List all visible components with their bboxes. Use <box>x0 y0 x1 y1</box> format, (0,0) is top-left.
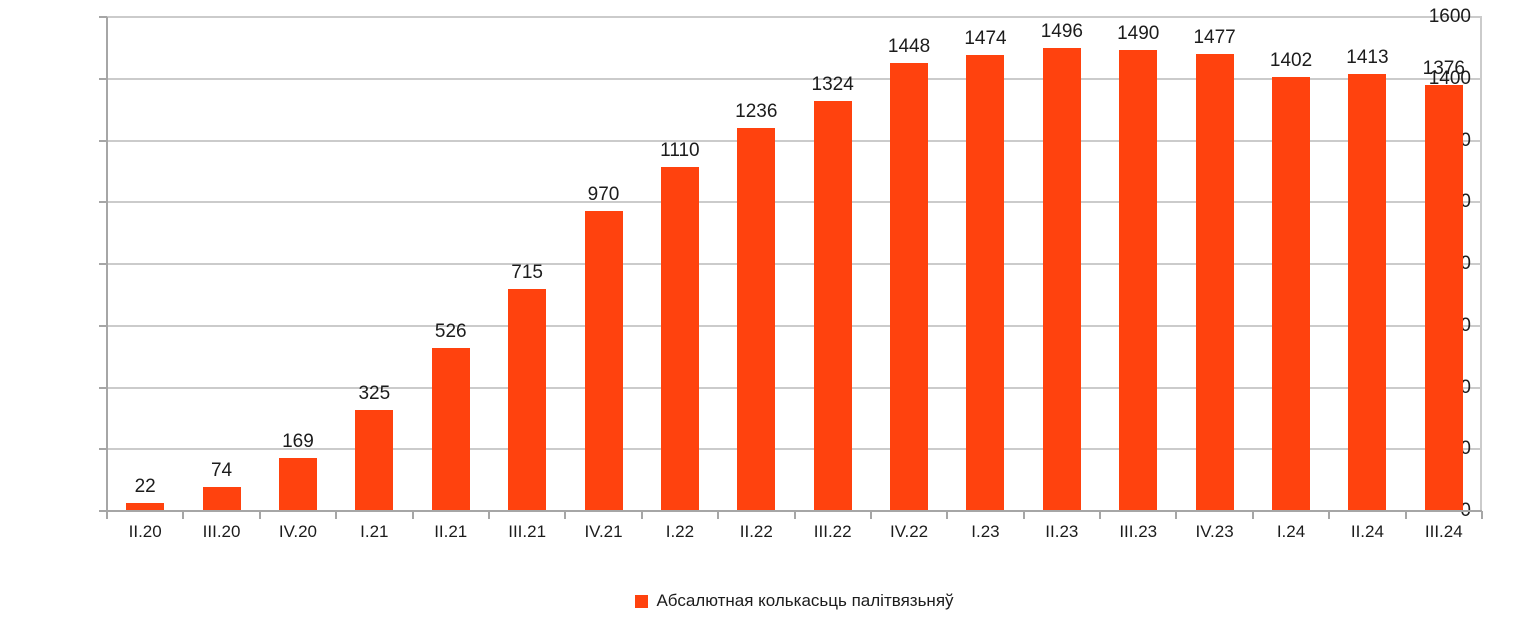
y-axis-tick <box>99 263 107 265</box>
bar-I.21 <box>355 409 394 510</box>
gridline-y-600 <box>107 324 1482 327</box>
bar-value-label-II.22: 1236 <box>735 101 778 123</box>
x-axis-label-IV.21: IV.21 <box>584 522 623 541</box>
x-axis-label-I.21: I.21 <box>360 522 389 541</box>
y-axis-tick <box>99 201 107 204</box>
x-axis-label-I.22: I.22 <box>665 522 695 541</box>
gridline-y-1200 <box>107 139 1482 142</box>
gridline-y-400 <box>107 386 1482 389</box>
bar-value-label-II.21: 526 <box>434 320 467 342</box>
bar-value-label-III.22: 1324 <box>811 74 854 96</box>
bar-value-label-III.23: 1490 <box>1117 22 1160 44</box>
x-axis-label-I.23: I.23 <box>971 522 1000 541</box>
x-axis-tick <box>487 511 490 519</box>
x-axis-label-III.23: III.23 <box>1119 522 1158 541</box>
bar-value-label-I.21: 325 <box>358 382 391 404</box>
y-axis-tick <box>99 510 107 512</box>
x-axis-tick <box>869 511 872 519</box>
bar-III.20 <box>202 487 241 510</box>
bar-II.24 <box>1348 73 1387 510</box>
gridline-y-1600 <box>107 16 1482 18</box>
bar-value-label-I.22: 1110 <box>660 140 700 162</box>
bar-III.22 <box>813 101 852 510</box>
x-axis-tick <box>335 511 338 519</box>
x-axis-tick <box>717 511 720 519</box>
x-axis-label-IV.20: IV.20 <box>278 522 318 541</box>
bar-value-label-III.20: 74 <box>210 460 233 482</box>
y-axis-tick <box>99 16 107 18</box>
legend-swatch <box>635 594 649 608</box>
bar-IV.22 <box>890 62 929 510</box>
x-axis-label-II.22: II.22 <box>739 522 773 541</box>
bar-IV.23 <box>1195 53 1234 510</box>
x-axis-tick <box>258 511 261 519</box>
bar-II.23 <box>1042 48 1081 510</box>
x-axis-label-II.21: II.21 <box>434 522 468 541</box>
legend-label: Абсалютная колькасьць палітвязьняў <box>656 591 954 610</box>
x-axis-tick <box>106 511 108 519</box>
legend: Абсалютная колькасьць палітвязьняў <box>107 589 1482 613</box>
gridline-y-1400 <box>107 77 1482 80</box>
x-axis-tick <box>564 511 567 519</box>
x-axis-tick <box>1328 511 1331 519</box>
x-axis-tick <box>793 511 796 519</box>
x-axis-tick <box>182 511 185 519</box>
x-axis-label-III.21: III.21 <box>508 522 547 541</box>
bar-value-label-IV.21: 970 <box>587 183 620 205</box>
bar-III.23 <box>1119 49 1158 510</box>
y-axis-tick <box>99 77 107 80</box>
x-axis-tick <box>1481 511 1483 519</box>
x-axis-label-IV.22: IV.22 <box>889 522 929 541</box>
y-axis-label: 1400 <box>1428 67 1471 89</box>
bar-value-label-II.23: 1496 <box>1040 21 1083 43</box>
bar-value-label-I.24: 1402 <box>1269 50 1313 72</box>
bar-value-label-IV.22: 1448 <box>887 35 931 57</box>
y-axis-line <box>106 17 108 518</box>
x-axis-tick <box>946 511 949 519</box>
x-axis-label-II.24: II.24 <box>1350 522 1384 541</box>
y-axis-tick <box>99 386 107 389</box>
y-axis-tick <box>99 139 107 142</box>
bar-value-label-II.20: 22 <box>134 476 156 498</box>
bar-II.22 <box>737 128 776 510</box>
y-axis-tick <box>99 448 107 451</box>
bar-value-label-III.21: 715 <box>511 262 543 284</box>
bar-III.24 <box>1424 85 1463 510</box>
x-axis-label-IV.23: IV.23 <box>1195 522 1234 541</box>
x-axis-tick <box>1022 511 1025 519</box>
bar-I.23 <box>966 54 1005 510</box>
x-axis-label-III.22: III.22 <box>813 522 852 541</box>
y-axis-tick <box>99 324 107 327</box>
x-axis-tick <box>1404 511 1407 519</box>
y-axis-label: 1600 <box>1428 6 1471 27</box>
x-axis-tick <box>1251 511 1254 519</box>
x-axis-tick <box>1175 511 1178 519</box>
bar-II.21 <box>431 347 470 510</box>
x-axis-label-II.20: II.20 <box>128 522 162 541</box>
x-axis-tick <box>411 511 414 519</box>
x-axis-label-III.20: III.20 <box>202 522 241 541</box>
gridline-y-1000 <box>107 201 1482 204</box>
x-axis-tick <box>1099 511 1102 519</box>
gridline-y-200 <box>107 448 1482 451</box>
bar-value-label-I.23: 1474 <box>964 27 1007 49</box>
x-axis-label-III.24: III.24 <box>1424 522 1463 541</box>
bar-value-label-IV.20: 169 <box>282 430 314 452</box>
bar-I.22 <box>660 167 699 510</box>
bar-II.20 <box>126 503 165 510</box>
bar-IV.21 <box>584 210 623 510</box>
bar-value-label-III.24: 1376 <box>1422 58 1465 80</box>
x-axis-label-II.23: II.23 <box>1045 522 1079 541</box>
plot-right-border <box>1480 17 1482 511</box>
bar-I.24 <box>1272 77 1311 510</box>
bar-value-label-IV.23: 1477 <box>1193 26 1236 48</box>
bar-IV.20 <box>278 457 317 510</box>
bar-value-label-II.24: 1413 <box>1346 46 1389 68</box>
bar-III.21 <box>508 289 547 510</box>
x-axis-tick <box>640 511 643 519</box>
x-axis-label-I.24: I.24 <box>1276 522 1306 541</box>
plot-area: 0200400600800100012001400160022II.2074II… <box>99 7 1483 541</box>
gridline-y-800 <box>107 263 1482 265</box>
